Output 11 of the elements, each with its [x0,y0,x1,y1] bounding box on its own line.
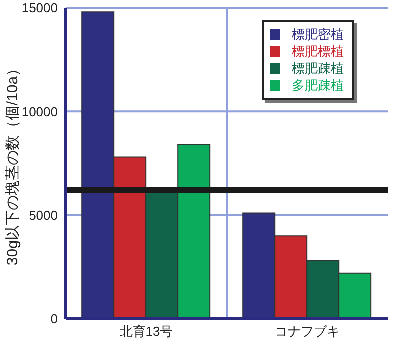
legend-label: 標肥疎植 [292,60,344,78]
y-tick-label: 10000 [22,104,58,120]
legend-label: 多肥疎植 [292,76,344,94]
legend-label: 標肥密植 [292,26,344,44]
y-tick-label: 0 [50,312,58,327]
legend-label: 標肥標植 [292,42,344,60]
y-axis-title: 30g以下の塊茎の数（個/10a） [4,61,22,266]
y-tick-label: 5000 [29,208,58,223]
x-tick-label: 北育13号 [120,324,174,340]
x-tick-label: コナフブキ [275,324,340,340]
y-tick-label: 15000 [22,0,58,16]
